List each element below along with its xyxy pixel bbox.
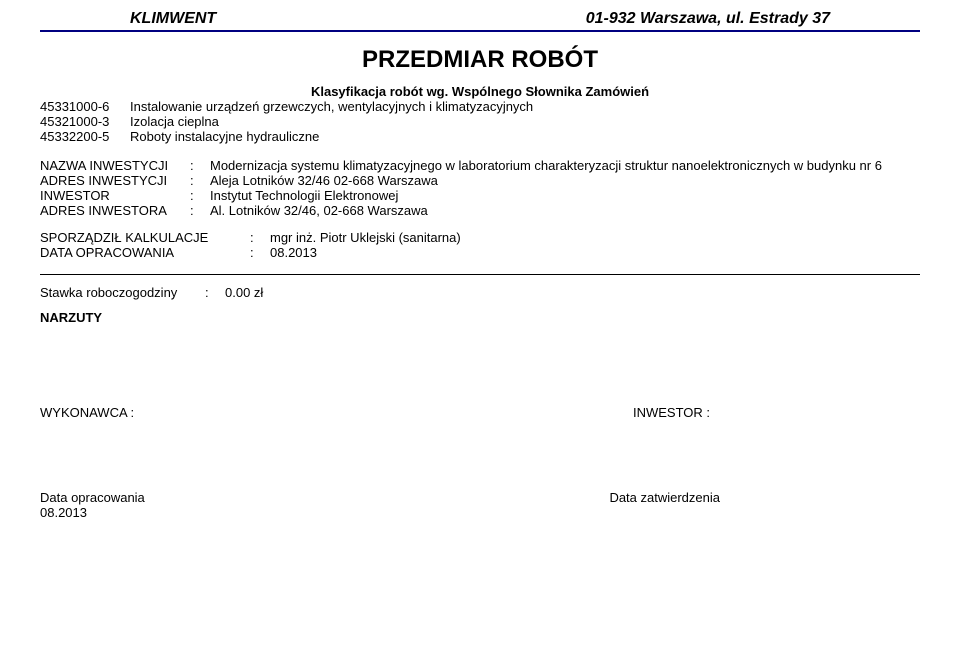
colon: : <box>190 158 210 173</box>
classification-desc: Izolacja cieplna <box>130 114 219 129</box>
classification-desc: Roboty instalacyjne hydrauliczne <box>130 129 319 144</box>
colon: : <box>250 245 270 260</box>
investment-name-value: Modernizacja systemu klimatyzacyjnego w … <box>210 158 920 173</box>
colon: : <box>250 230 270 245</box>
page: KLIMWENT 01-932 Warszawa, ul. Estrady 37… <box>0 0 960 520</box>
date-approved-label: Data zatwierdzenia <box>609 490 720 505</box>
header: KLIMWENT 01-932 Warszawa, ul. Estrady 37 <box>40 10 920 32</box>
hourly-rate-label: Stawka roboczogodziny <box>40 285 205 300</box>
classification-row: 45321000-3 Izolacja cieplna <box>40 114 920 129</box>
investment-name-label: NAZWA INWESTYCJI <box>40 158 190 173</box>
document-title: PRZEDMIAR ROBÓT <box>40 46 920 74</box>
date-approved-block: Data zatwierdzenia <box>609 490 720 520</box>
divider <box>40 274 920 275</box>
contractor-label: WYKONAWCA : <box>40 405 134 420</box>
investor-address-value: Al. Lotników 32/46, 02-668 Warszawa <box>210 203 920 218</box>
investor-value: Instytut Technologii Elektronowej <box>210 188 920 203</box>
colon: : <box>205 285 225 300</box>
colon: : <box>190 203 210 218</box>
prepared-by-value: mgr inż. Piotr Uklejski (sanitarna) <box>270 230 461 245</box>
date-prepared-block: Data opracowania 08.2013 <box>40 490 145 520</box>
classification-row: 45331000-6 Instalowanie urządzeń grzewcz… <box>40 99 920 114</box>
company-address: 01-932 Warszawa, ul. Estrady 37 <box>586 10 830 28</box>
investor-label: INWESTOR <box>40 188 190 203</box>
authorship-block: SPORZĄDZIŁ KALKULACJE : mgr inż. Piotr U… <box>40 230 920 260</box>
classification-code: 45321000-3 <box>40 114 130 129</box>
narzuty-heading: NARZUTY <box>40 310 920 325</box>
classification-list: 45331000-6 Instalowanie urządzeń grzewcz… <box>40 99 920 144</box>
prep-date-value: 08.2013 <box>270 245 317 260</box>
investor-party-label: INWESTOR : <box>633 405 710 420</box>
hourly-rate-row: Stawka roboczogodziny : 0.00 zł <box>40 285 920 300</box>
classification-code: 45332200-5 <box>40 129 130 144</box>
investment-address-value: Aleja Lotników 32/46 02-668 Warszawa <box>210 173 920 188</box>
classification-row: 45332200-5 Roboty instalacyjne hydraulic… <box>40 129 920 144</box>
prep-date-row: DATA OPRACOWANIA : 08.2013 <box>40 245 920 260</box>
dates-footer: Data opracowania 08.2013 Data zatwierdze… <box>40 490 920 520</box>
date-prepared-value: 08.2013 <box>40 505 145 520</box>
investment-address-row: ADRES INWESTYCJI : Aleja Lotników 32/46 … <box>40 173 920 188</box>
investment-block: NAZWA INWESTYCJI : Modernizacja systemu … <box>40 158 920 218</box>
investment-address-label: ADRES INWESTYCJI <box>40 173 190 188</box>
investor-address-label: ADRES INWESTORA <box>40 203 190 218</box>
parties-row: WYKONAWCA : INWESTOR : <box>40 405 920 420</box>
classification-desc: Instalowanie urządzeń grzewczych, wentyl… <box>130 99 533 114</box>
date-prepared-label: Data opracowania <box>40 490 145 505</box>
prepared-by-label: SPORZĄDZIŁ KALKULACJE <box>40 230 250 245</box>
prepared-by-row: SPORZĄDZIŁ KALKULACJE : mgr inż. Piotr U… <box>40 230 920 245</box>
prep-date-label: DATA OPRACOWANIA <box>40 245 250 260</box>
company-name: KLIMWENT <box>130 10 216 28</box>
investor-address-row: ADRES INWESTORA : Al. Lotników 32/46, 02… <box>40 203 920 218</box>
investment-name-row: NAZWA INWESTYCJI : Modernizacja systemu … <box>40 158 920 173</box>
classification-heading: Klasyfikacja robót wg. Wspólnego Słownik… <box>40 84 920 99</box>
classification-code: 45331000-6 <box>40 99 130 114</box>
investor-row: INWESTOR : Instytut Technologii Elektron… <box>40 188 920 203</box>
hourly-rate-value: 0.00 zł <box>225 285 263 300</box>
colon: : <box>190 173 210 188</box>
colon: : <box>190 188 210 203</box>
